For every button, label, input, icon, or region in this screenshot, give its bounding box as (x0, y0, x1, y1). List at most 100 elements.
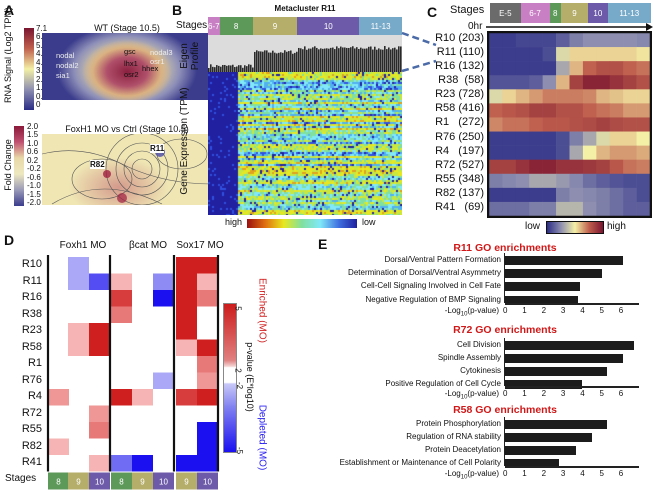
heatmap-cell (515, 103, 530, 118)
heatmap-cell (636, 117, 651, 132)
region-label-r11: R11 (150, 144, 165, 153)
cluster-row-label: R23 (728) (435, 88, 484, 101)
eigen-bar (238, 65, 240, 72)
heatmap-cell (529, 131, 543, 146)
stage-segment: 6-7 (208, 17, 220, 35)
colorbar-tick: -1.5 (27, 189, 41, 199)
fc-colorbar-ticks: 2.0 1.5 1.0 0.6 0.2 -0.2 -0.6 -1.0 -1.5 -2.0 (27, 123, 47, 208)
eigen-bar (356, 47, 358, 72)
cluster-row-label: R16 (132) (435, 60, 484, 73)
heatmap-cell (609, 187, 624, 203)
cluster-row-label: R11 (110) (436, 46, 484, 59)
heatmap-cell (502, 117, 517, 132)
heatmap-cell (529, 47, 543, 62)
group-header: Sox17 MO (176, 240, 224, 251)
eigen-bar (388, 47, 390, 72)
heatmap-cell (582, 75, 597, 90)
heatmap-cell (489, 75, 503, 90)
heatmap-cell (569, 75, 584, 90)
wt-colorbar (24, 28, 34, 110)
wt-colorbar-ticks: 7.16.35.54.74.03.22.41.60.80 (36, 24, 56, 110)
stage-cell (89, 472, 110, 490)
fc-expression-map: R82 R11 (42, 134, 212, 205)
enrichment-cell (197, 339, 218, 356)
x-tick-label: 2 (541, 389, 547, 398)
eigen-bar (322, 48, 324, 72)
colorbar-tick: 1.6 (36, 84, 47, 92)
stage-cell-label: 8 (119, 478, 124, 487)
enrichment-cell (176, 339, 197, 356)
heatmap-cell (556, 103, 570, 118)
heatmap-cell (609, 145, 624, 160)
eigen-bar (386, 49, 388, 72)
cluster-row-label: R1 (272) (435, 116, 484, 129)
x-tick-label: 2 (541, 469, 547, 478)
go-bar (505, 433, 592, 442)
y-axis-line (504, 338, 505, 386)
eigen-bar (330, 47, 332, 72)
heatmap-cell (489, 131, 503, 146)
heatmap-cell (542, 103, 557, 118)
enrichment-cell (176, 455, 197, 472)
eigen-bar (336, 46, 338, 72)
eigen-bar (278, 52, 280, 72)
cluster-row-label: R55 (348) (435, 172, 484, 185)
heatmap-cell (636, 75, 651, 90)
enrichment-cell (89, 339, 110, 356)
heatmap-cell (569, 61, 584, 76)
heatmap-cell (596, 103, 611, 118)
stage-segment: 8 (549, 3, 561, 23)
enrichment-cell (153, 273, 174, 290)
eigen-bar (338, 48, 340, 72)
enrichment-cell (111, 306, 132, 323)
enrichment-cell (132, 455, 153, 472)
colorbar-tick: 0 (36, 100, 41, 109)
eigen-bar (284, 50, 286, 72)
colorbar-tick: -0.2 (27, 164, 41, 174)
go-bar (505, 420, 608, 429)
colorbar-tick: 1.0 (27, 138, 39, 148)
heatmap-cell (636, 33, 651, 48)
eigen-bar (252, 67, 254, 72)
x-tick-label: 3 (560, 389, 566, 398)
heatmap-cell (569, 159, 584, 175)
heatmap-cell (556, 117, 570, 132)
colorbar-tick: 0.6 (27, 147, 39, 157)
stages-bar: E-5 6-7 8 9 10 11-13 (490, 3, 651, 23)
heatmap-cell (489, 89, 503, 104)
heatmap-cell (515, 201, 530, 217)
x-axis (505, 386, 639, 388)
heatmap-cell (542, 145, 557, 160)
heatmap-cell (502, 103, 517, 118)
go-bar (505, 380, 583, 389)
colorbar-tick: 7.1 (36, 24, 48, 33)
fc-colorbar-label: Fold Change (3, 139, 13, 191)
panel-label-e: E (318, 236, 328, 252)
stage-segment: E-5 (490, 3, 521, 23)
eigen-bar (348, 47, 350, 72)
heatmap-cell (609, 173, 624, 189)
heatmap-cell (489, 159, 503, 175)
x-axis-label: -Log10(p-value) (444, 306, 499, 318)
eigen-bar (382, 49, 384, 72)
cluster-row-label: R41 (69) (435, 200, 484, 213)
group-header: Foxh1 MO (59, 240, 107, 251)
enrichment-cell (89, 455, 110, 472)
panel-label-a: A (4, 2, 15, 18)
heatmap-cell (609, 103, 624, 118)
eigen-bar (226, 65, 228, 72)
eigen-bar (324, 48, 326, 72)
heatmap-cell (636, 103, 651, 118)
eigen-bar (228, 65, 230, 72)
enrichment-cell (153, 372, 174, 389)
eigen-bar (300, 48, 302, 72)
eigen-bar (320, 48, 322, 72)
enrichment-cell (197, 290, 218, 307)
heatmap-cell (596, 145, 611, 160)
enrichment-cell (48, 389, 69, 406)
heatmap-cell (502, 33, 517, 48)
eigen-bar (368, 46, 370, 72)
stage-cell (132, 472, 153, 490)
heatmap-colorbar (546, 221, 604, 234)
colorbar-tick: -0.6 (27, 172, 41, 182)
